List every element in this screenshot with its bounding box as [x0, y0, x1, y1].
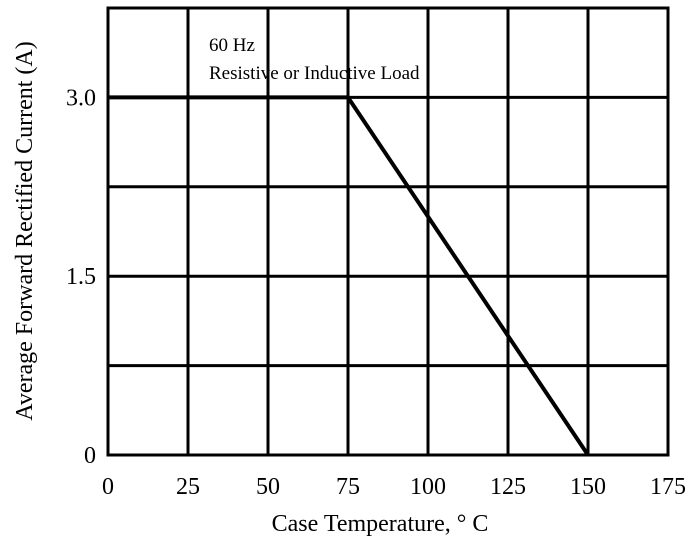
x-tick-label-2: 50: [256, 474, 280, 500]
y-axis-label: Average Forward Rectified Current (A): [12, 41, 38, 420]
x-tick-label-0: 0: [102, 474, 114, 500]
x-tick-label-7: 175: [650, 474, 686, 500]
y-tick-label-2: 3.0: [66, 85, 96, 111]
y-tick-label-0: 0: [84, 443, 96, 469]
horizontal-gridlines: [108, 97, 668, 365]
x-tick-label-1: 25: [176, 474, 200, 500]
y-tick-label-1: 1.5: [66, 264, 96, 290]
y-tick-labels: 0 1.5 3.0: [66, 85, 96, 469]
x-tick-label-3: 75: [336, 474, 360, 500]
annotation-frequency: 60 Hz: [209, 35, 255, 56]
x-tick-labels: 0 25 50 75 100 125 150 175: [102, 474, 686, 500]
x-tick-label-6: 150: [570, 474, 606, 500]
x-axis-label: Case Temperature, ° C: [272, 511, 489, 537]
x-tick-label-5: 125: [490, 474, 526, 500]
x-tick-label-4: 100: [410, 474, 446, 500]
annotation-load-type: Resistive or Inductive Load: [209, 63, 420, 84]
